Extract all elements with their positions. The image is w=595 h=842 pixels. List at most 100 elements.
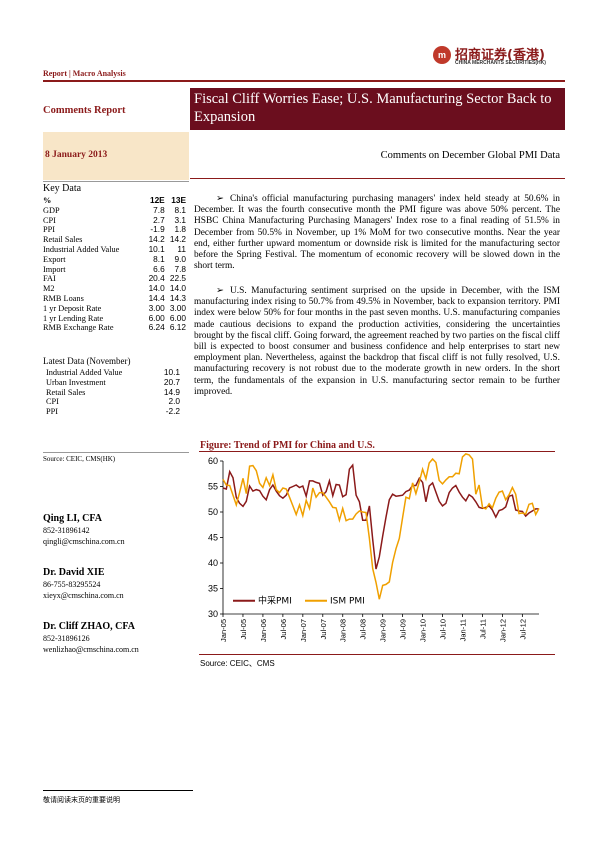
x-tick-label: Jan-12 [498, 619, 507, 642]
row-label: 1 yr Lending Rate [43, 313, 104, 323]
analyst-name: Qing LI, CFA [43, 513, 102, 524]
table-row: GDP 7.8 8.1 [43, 205, 186, 216]
y-tick-label: 50 [208, 507, 218, 517]
analyst-phone: 852-31896126 [43, 634, 90, 643]
latest-data-table: Industrial Added Value 10.1 Urban Investme… [46, 367, 180, 417]
row-value: -1.9 [150, 224, 165, 235]
footer-divider [43, 790, 193, 791]
row-value: 6.24 [148, 322, 165, 333]
company-logo: m 招商证券(香港) CHINA MERCHANTS SECURITIES(HK… [433, 44, 563, 70]
table-row: CPI 2.7 3.1 [43, 214, 186, 226]
x-tick-label: Jan-11 [458, 619, 467, 641]
table-row: 1 yr Lending Rate 6.00 6.00 [43, 312, 186, 324]
analyst-name: Dr. Cliff ZHAO, CFA [43, 621, 135, 632]
legend-label: ISM PMI [330, 597, 365, 607]
row-value: 20.4 [148, 273, 165, 284]
table-row: RMB Loans 14.4 14.3 [43, 292, 186, 304]
row-value: 2.7 [153, 214, 165, 225]
bullet-arrow-icon: ➢ [216, 286, 224, 296]
analyst-phone: 86-755-83295524 [43, 580, 101, 589]
row-label: CPI [43, 215, 56, 225]
row-value: 6.12 [169, 322, 186, 333]
row-label: GDP [43, 205, 60, 215]
table-row: M2 14.0 14.0 [43, 283, 186, 294]
x-tick-label: Jan-09 [379, 619, 388, 642]
y-tick-label: 55 [208, 482, 218, 492]
row-label: CPI [46, 397, 59, 407]
date-banner: 8 January 2013 [43, 132, 189, 180]
row-value: 14.4 [148, 292, 165, 303]
row-label: 1 yr Deposit Rate [43, 303, 102, 313]
row-label: Industrial Added Value [46, 368, 123, 377]
row-value: 14.0 [148, 283, 165, 294]
footer-disclaimer: 敬请阅读末页的重要说明 [43, 796, 120, 804]
row-value: 6.00 [169, 312, 186, 323]
x-tick-label: Jan-10 [419, 619, 428, 642]
key-data-title: Key Data [43, 183, 82, 194]
title-banner: Fiscal Cliff Worries Ease; U.S. Manufact… [190, 88, 565, 130]
series-line-1 [222, 453, 540, 600]
page-subtitle: Comments on December Global PMI Data [380, 150, 560, 161]
paragraph-us-pmi: ➢ U.S. Manufacturing sentiment surprised … [194, 286, 560, 398]
logo-text-cn: 招商证券(香港) [455, 48, 545, 63]
x-tick-label: Jan-08 [339, 619, 348, 642]
x-tick-label: Jan-06 [259, 619, 268, 642]
logo-text-en: CHINA MERCHANTS SECURITIES(HK) [455, 60, 546, 66]
table-header-row: % 12E 13E [43, 195, 186, 206]
row-value: 20.7 [163, 376, 180, 387]
table-row: RMB Exchange Rate 6.24 6.12 [43, 323, 186, 333]
legend-label: 中采PMI [258, 595, 292, 607]
x-tick-label: Jul-05 [239, 619, 248, 639]
x-tick-label: Jan-07 [299, 619, 308, 642]
y-tick-label: 60 [208, 456, 218, 466]
table-row: Industrial Added Value 10.1 [46, 367, 180, 378]
row-value: 2.0 [168, 396, 180, 407]
row-value: 6.6 [153, 263, 165, 274]
sidebar-divider-2 [43, 452, 189, 453]
row-label: RMB Exchange Rate [43, 323, 114, 333]
analyst-email[interactable]: xieyx@cmschina.com.cn [43, 591, 124, 600]
paragraph-text: U.S. Manufacturing sentiment surprised o… [194, 286, 560, 397]
table-row: FAI 20.4 22.5 [43, 274, 186, 284]
row-label: Export [43, 254, 66, 264]
x-tick-label: Jul-07 [319, 619, 328, 639]
y-tick-label: 30 [208, 609, 218, 619]
table-row: 1 yr Deposit Rate 3.00 3.00 [43, 302, 186, 314]
row-label: Urban Investment [46, 377, 106, 387]
row-label: M2 [43, 284, 55, 294]
row-value: 3.1 [174, 214, 186, 225]
page-title: Fiscal Cliff Worries Ease; U.S. Manufact… [194, 91, 552, 125]
row-value: 9.0 [174, 253, 186, 264]
y-tick-label: 45 [208, 533, 218, 543]
figure-bottom-rule [199, 654, 555, 655]
row-label: Retail Sales [43, 235, 83, 245]
row-value: 3.00 [148, 302, 165, 313]
row-label: PPI [43, 225, 55, 235]
row-value: 14.2 [169, 234, 186, 245]
subtitle-divider [190, 178, 565, 179]
analyst-email[interactable]: qingli@cmschina.com.cn [43, 537, 125, 546]
row-value: 3.00 [169, 302, 186, 313]
x-tick-label: Jul-09 [399, 619, 408, 639]
row-value: 8.1 [153, 253, 165, 264]
row-label: Industrial Added Value [43, 244, 120, 254]
row-label: % [43, 196, 52, 205]
analyst-email[interactable]: wenlizhao@cmschina.com.cn [43, 645, 139, 654]
pmi-line-chart: 30 35 40 45 50 55 60 Jan-05 Jul-05 Jan-06 Jul-06 Ja… [208, 453, 540, 642]
table-row: PPI -1.9 1.8 [43, 225, 186, 235]
analyst-card: Qing LI, CFA 852-31896142 qingli@cmschin… [43, 512, 125, 547]
report-type-label: Comments Report [43, 105, 126, 116]
row-label: Retail Sales [46, 387, 86, 397]
row-value: 14.9 [163, 386, 180, 397]
analyst-phone: 852-31896142 [43, 526, 90, 535]
paragraph-china-pmi: ➢ China's official manufacturing purchasi… [194, 194, 560, 272]
paragraph-text: China's official manufacturing purchasin… [194, 194, 560, 272]
row-label: PPI [46, 407, 58, 417]
row-value: 14.2 [148, 234, 165, 245]
figure-source: Source: CEIC、CMS [200, 659, 275, 668]
x-tick-label: Jul-12 [518, 619, 527, 639]
table-row: PPI -2.2 [46, 406, 180, 417]
row-value: 11 [177, 243, 186, 254]
table-row: Retail Sales 14.2 14.2 [43, 234, 186, 245]
bullet-arrow-icon: ➢ [216, 194, 224, 204]
